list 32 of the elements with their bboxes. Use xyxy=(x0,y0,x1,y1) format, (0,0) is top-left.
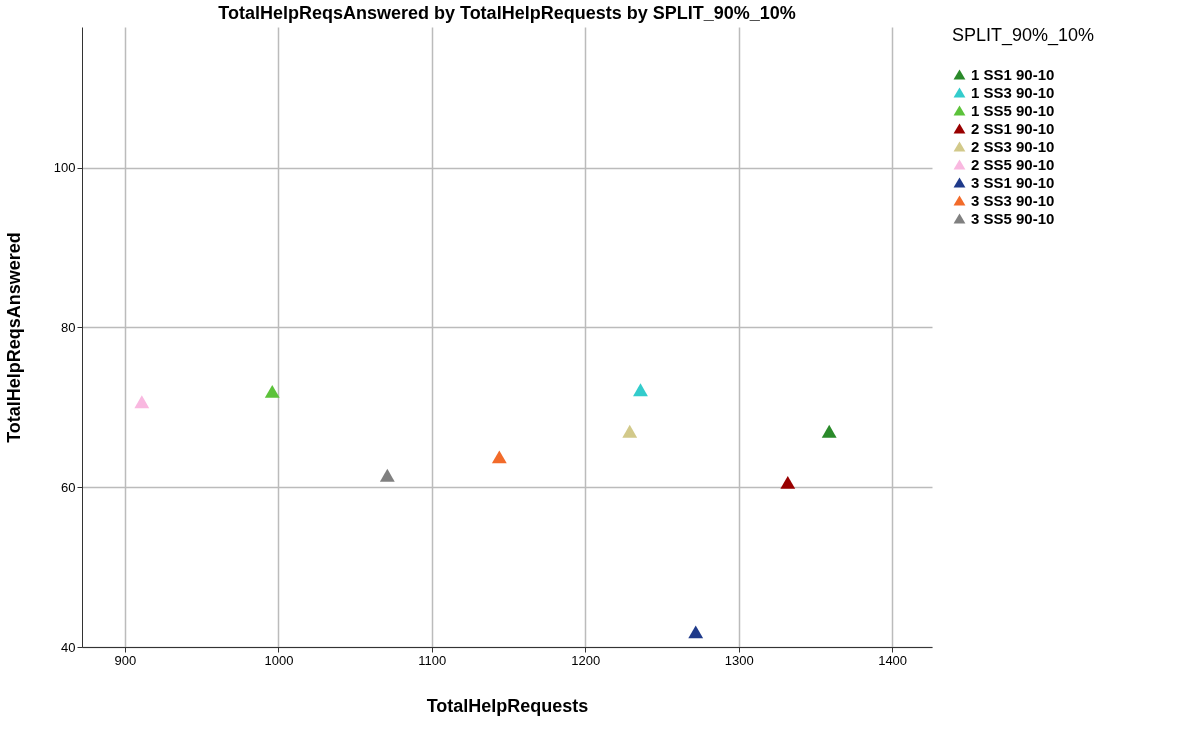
x-tick-label: 1400 xyxy=(878,652,908,668)
x-tick-label: 1100 xyxy=(418,652,447,668)
point xyxy=(622,424,638,438)
legend-label: 2 SS5 90-10 xyxy=(971,155,1055,173)
point xyxy=(821,424,837,438)
x-tick-label: 1300 xyxy=(724,652,754,668)
legend-label: 2 SS1 90-10 xyxy=(971,119,1055,137)
point xyxy=(780,475,796,489)
legend-label: 3 SS3 90-10 xyxy=(971,191,1055,209)
point xyxy=(491,450,507,464)
point xyxy=(688,625,704,639)
x-axis-title: TotalHelpRequests xyxy=(426,695,589,716)
legend-label: 3 SS1 90-10 xyxy=(971,173,1055,191)
legend-label: 1 SS3 90-10 xyxy=(971,83,1055,101)
x-tick-label: 1200 xyxy=(571,652,601,668)
y-tick-label: 100 xyxy=(53,160,76,176)
point xyxy=(633,383,648,397)
legend-label: 1 SS1 90-10 xyxy=(971,65,1055,83)
point xyxy=(134,395,150,409)
x-tick-label: 1000 xyxy=(264,652,294,668)
chart-title: TotalHelpReqsAnswered by TotalHelpRequests by SPLIT_90%_10% xyxy=(218,3,796,23)
legend-label: 2 SS3 90-10 xyxy=(971,137,1055,155)
y-tick-label: 40 xyxy=(61,639,76,655)
legend-label: 1 SS5 90-10 xyxy=(971,101,1055,119)
y-axis-title: TotalHelpReqsAnswered xyxy=(3,232,24,443)
y-tick-label: 60 xyxy=(61,479,76,495)
y-tick-label: 80 xyxy=(61,319,76,335)
point xyxy=(379,468,395,482)
legend-label: 3 SS5 90-10 xyxy=(971,209,1055,227)
point xyxy=(264,384,280,398)
x-tick-label: 900 xyxy=(114,652,137,668)
legend-title: SPLIT_90%_10% xyxy=(952,25,1095,46)
